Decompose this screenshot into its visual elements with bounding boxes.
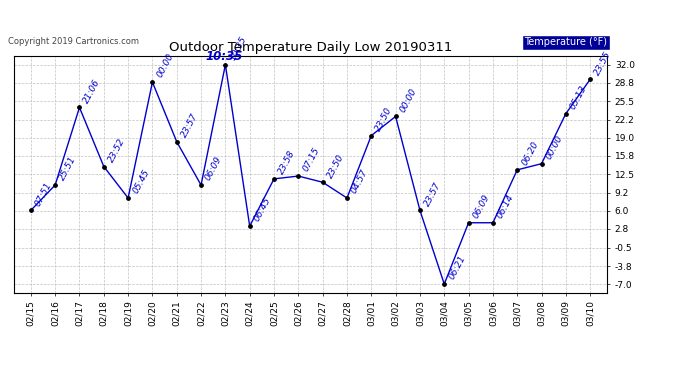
Point: [463, 220, 474, 226]
Text: 10:35: 10:35: [206, 50, 243, 63]
Text: 23:50: 23:50: [374, 106, 394, 133]
Text: 05:45: 05:45: [131, 168, 151, 195]
Text: Temperature (°F): Temperature (°F): [524, 38, 607, 47]
Point: [123, 195, 134, 201]
Title: Outdoor Temperature Daily Low 20190311: Outdoor Temperature Daily Low 20190311: [169, 41, 452, 54]
Point: [536, 160, 547, 166]
Point: [512, 167, 523, 173]
Point: [50, 182, 61, 188]
Text: 07:51: 07:51: [34, 180, 54, 208]
Point: [268, 176, 279, 182]
Text: Copyright 2019 Cartronics.com: Copyright 2019 Cartronics.com: [8, 38, 139, 46]
Text: 00:00: 00:00: [544, 134, 564, 161]
Point: [244, 223, 255, 229]
Point: [147, 79, 158, 85]
Text: 23:57: 23:57: [179, 112, 199, 139]
Text: 10:35: 10:35: [228, 35, 248, 62]
Point: [415, 207, 426, 213]
Text: 23:57: 23:57: [423, 180, 443, 208]
Text: 06:20: 06:20: [520, 140, 540, 167]
Text: 23:52: 23:52: [106, 136, 127, 164]
Point: [293, 173, 304, 179]
Point: [195, 182, 206, 188]
Point: [487, 220, 498, 226]
Point: [171, 139, 182, 145]
Text: 25:51: 25:51: [58, 155, 78, 182]
Text: 04:57: 04:57: [350, 168, 370, 195]
Text: 06:09: 06:09: [471, 193, 491, 220]
Point: [74, 104, 85, 110]
Text: 00:00: 00:00: [155, 52, 175, 80]
Text: 06:09: 06:09: [204, 155, 224, 182]
Text: 23:50: 23:50: [326, 152, 346, 180]
Point: [390, 113, 401, 119]
Point: [366, 133, 377, 139]
Point: [439, 281, 450, 287]
Point: [26, 207, 37, 213]
Point: [584, 76, 595, 82]
Point: [342, 195, 353, 201]
Point: [317, 179, 328, 185]
Text: 06:45: 06:45: [253, 196, 273, 223]
Text: 23:58: 23:58: [277, 149, 297, 176]
Point: [220, 62, 231, 68]
Point: [560, 111, 571, 117]
Point: [98, 164, 109, 170]
Text: 21:06: 21:06: [82, 78, 102, 105]
Text: 06:14: 06:14: [495, 193, 516, 220]
Text: 05:13: 05:13: [569, 84, 589, 111]
Text: 06:21: 06:21: [447, 254, 467, 281]
Text: 07:15: 07:15: [301, 146, 322, 173]
Text: 00:00: 00:00: [398, 87, 419, 114]
Text: 23:55: 23:55: [593, 50, 613, 76]
